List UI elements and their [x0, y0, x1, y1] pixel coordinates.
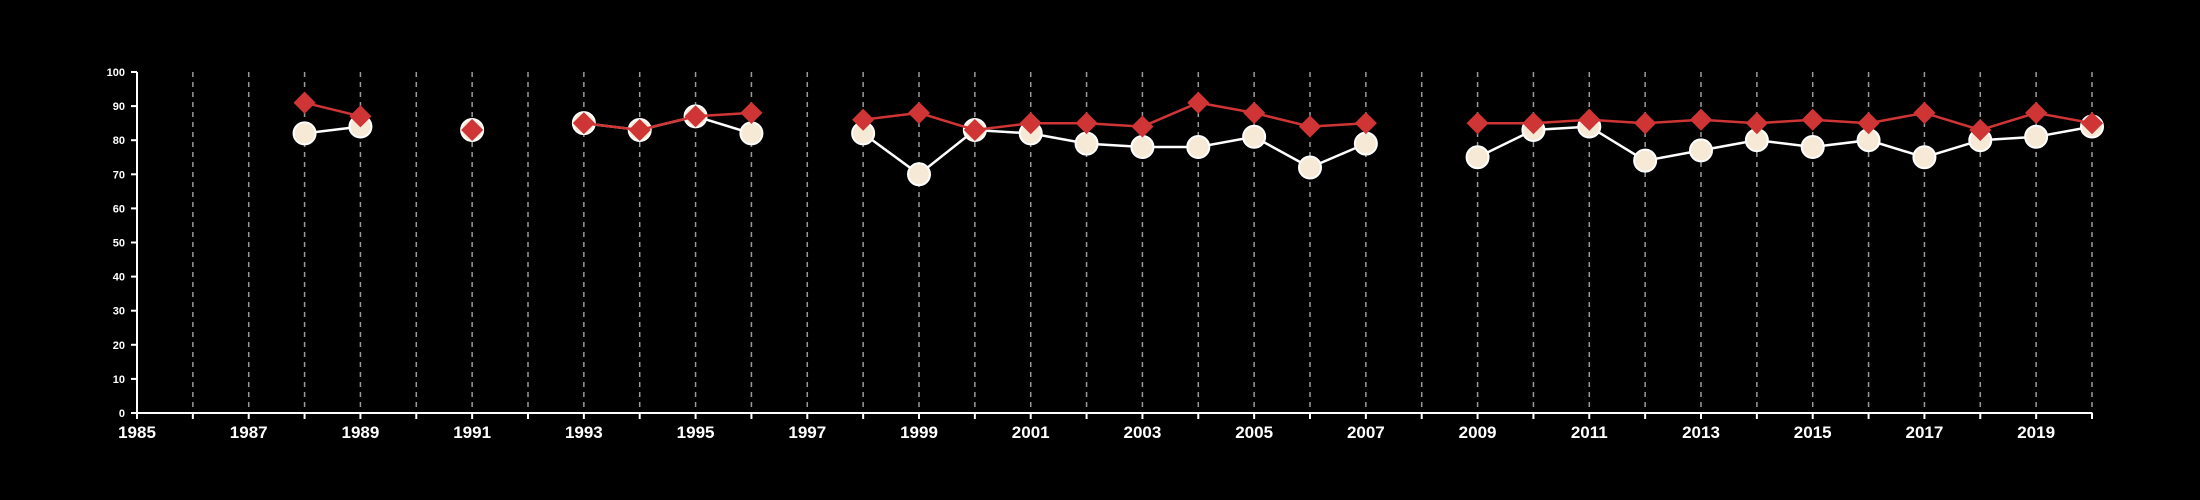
x-tick-label: 1987	[230, 423, 268, 442]
y-tick-label: 80	[113, 135, 125, 147]
data-point-diamond	[628, 118, 651, 142]
data-point-circle	[1186, 135, 1211, 160]
y-tick-label: 20	[113, 340, 125, 352]
data-point-diamond	[1075, 112, 1098, 135]
series-line	[862, 128, 1367, 176]
y-tick-label: 100	[107, 67, 125, 79]
data-point-circle	[1130, 135, 1155, 160]
x-tick-label: 1999	[900, 423, 938, 442]
data-point-circle	[1353, 131, 1378, 156]
data-point-diamond	[1969, 118, 1992, 142]
data-point-diamond	[1019, 112, 1042, 135]
data-point-diamond	[1187, 91, 1210, 114]
data-point-diamond	[1522, 112, 1545, 135]
x-tick-label: 1989	[342, 423, 380, 442]
y-tick-label: 90	[113, 101, 125, 113]
data-point-diamond	[293, 91, 316, 114]
x-tick-label: 1995	[677, 423, 715, 442]
series-line	[862, 101, 1366, 132]
data-point-diamond	[1634, 112, 1657, 135]
data-point-diamond	[1131, 115, 1154, 138]
data-point-circle	[739, 121, 764, 146]
axes: 1985 1987 1989 1991 1993 1995 1997 1999 2001 2003…	[107, 67, 2093, 442]
y-tick-label: 50	[113, 238, 125, 250]
x-tick-label: 1985	[118, 423, 156, 442]
y-tick-label: 10	[113, 374, 125, 386]
x-tick-label: 2017	[1906, 423, 1944, 442]
y-tick-label: 30	[113, 306, 125, 318]
series-layer	[292, 91, 2104, 187]
data-point-diamond	[572, 112, 595, 135]
data-point-diamond	[461, 118, 484, 142]
data-point-diamond	[1801, 108, 1824, 131]
data-point-circle	[1074, 131, 1099, 156]
data-point-diamond	[852, 108, 875, 131]
data-point-circle	[292, 121, 317, 146]
x-tick-label: 2015	[1794, 423, 1832, 442]
x-tick-label: 1991	[453, 423, 491, 442]
data-point-diamond	[740, 101, 763, 124]
data-point-diamond	[1689, 108, 1713, 131]
x-tick-label: 2001	[1012, 423, 1050, 442]
x-tick-label: 2009	[1459, 423, 1497, 442]
x-tick-label: 2003	[1124, 423, 1162, 442]
data-point-circle	[1689, 138, 1713, 163]
x-tick-label: 1997	[788, 423, 826, 442]
data-point-circle	[2024, 124, 2049, 149]
data-point-diamond	[1745, 112, 1768, 135]
data-point-diamond	[684, 105, 707, 128]
y-tick-label: 40	[113, 272, 125, 284]
data-point-circle	[1298, 155, 1322, 180]
data-point-diamond	[2025, 101, 2048, 124]
grid	[192, 72, 2093, 413]
data-point-circle	[1912, 145, 1937, 170]
data-point-circle	[907, 162, 931, 187]
x-tick-label: 2019	[2017, 423, 2055, 442]
data-point-circle	[1242, 124, 1267, 149]
series-line	[304, 101, 361, 118]
data-point-diamond	[1913, 101, 1936, 124]
data-point-diamond	[1857, 112, 1880, 135]
y-tick-label: 70	[113, 169, 125, 181]
data-point-circle	[1465, 145, 1490, 170]
x-tick-label: 1993	[565, 423, 603, 442]
series-line	[583, 111, 752, 132]
data-point-diamond	[1354, 112, 1377, 135]
data-point-diamond	[1243, 101, 1266, 124]
x-tick-label: 2013	[1682, 423, 1720, 442]
data-point-circle	[1633, 148, 1658, 173]
data-point-circle	[1800, 135, 1825, 160]
data-point-diamond	[2080, 112, 2104, 135]
x-tick-label: 2011	[1571, 423, 1608, 442]
data-point-diamond	[1578, 108, 1601, 131]
data-point-diamond	[349, 105, 372, 128]
data-point-diamond	[1298, 115, 1322, 138]
data-point-diamond	[963, 118, 986, 142]
y-tick-label: 60	[113, 203, 125, 215]
data-point-diamond	[907, 101, 931, 124]
series-2	[293, 91, 2104, 142]
x-tick-label: 2007	[1347, 423, 1385, 442]
data-point-diamond	[1466, 112, 1489, 135]
y-tick-label: 0	[119, 408, 125, 420]
x-tick-label: 2005	[1235, 423, 1273, 442]
